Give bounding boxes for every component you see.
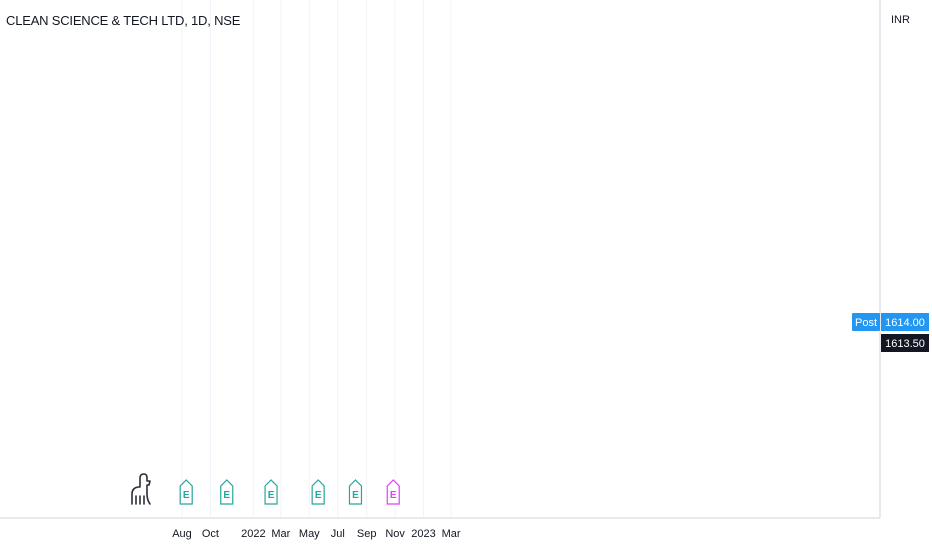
time-tick-label: 2023 (411, 528, 435, 540)
time-tick-label: Oct (202, 528, 219, 540)
earnings-marker-label: E (268, 490, 275, 501)
time-tick-label: Jul (331, 528, 345, 540)
earnings-marker-shape (220, 479, 234, 505)
earnings-marker-label: E (390, 490, 397, 501)
tradingview-logo-icon[interactable] (131, 473, 151, 505)
earnings-marker[interactable]: E (386, 479, 400, 505)
earnings-marker[interactable]: E (311, 479, 325, 505)
time-tick-label: 2022 (241, 528, 265, 540)
currency-label: INR (891, 14, 910, 26)
time-tick-label: Nov (385, 528, 405, 540)
earnings-marker-shape (386, 479, 400, 505)
last-price-badge: 1613.50 (881, 334, 929, 352)
last-price-badge-bg (881, 334, 929, 352)
earnings-marker[interactable]: E (220, 479, 234, 505)
post-badge-price: 1614.00 (885, 317, 925, 329)
earnings-marker-label: E (352, 490, 359, 501)
earnings-marker-shape (348, 479, 363, 505)
earnings-marker-shape (311, 479, 325, 505)
grid-lines (181, 0, 452, 518)
symbol-title[interactable]: CLEAN SCIENCE & TECH LTD, 1D, NSE (6, 13, 241, 28)
post-badge-label: Post (855, 317, 877, 329)
time-axis[interactable]: Aug Oct 2022 Mar May Jul Sep Nov 2023 Mar (172, 528, 461, 540)
post-badge: Post 1614.00 (852, 313, 929, 331)
earnings-marker-label: E (315, 490, 322, 501)
time-tick-label: May (299, 528, 320, 540)
earnings-marker[interactable]: E (264, 479, 278, 505)
post-badge-label-bg (852, 313, 880, 331)
earnings-marker[interactable]: E (348, 479, 363, 505)
earnings-marker[interactable]: E (179, 479, 193, 505)
time-tick-label: Mar (442, 528, 461, 540)
post-badge-price-bg (881, 313, 929, 331)
time-tick-label: Sep (357, 528, 377, 540)
last-price-badge-text: 1613.50 (885, 338, 925, 350)
time-tick-label: Mar (271, 528, 290, 540)
time-tick-label: Aug (172, 528, 192, 540)
earnings-marker-label: E (223, 490, 230, 501)
earnings-marker-shape (264, 479, 278, 505)
earnings-marker-label: E (183, 490, 190, 501)
earnings-marker-shape (179, 479, 193, 505)
